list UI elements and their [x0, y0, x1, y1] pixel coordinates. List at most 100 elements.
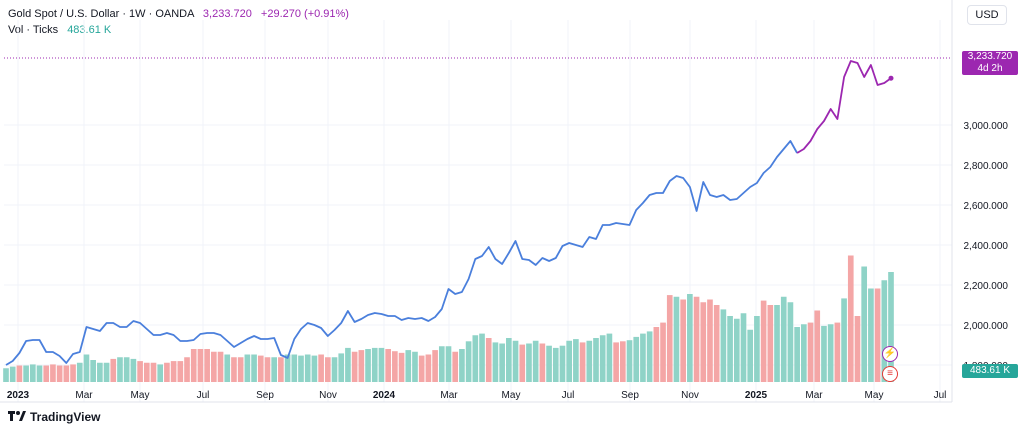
y-tick-label: 2,200.000	[964, 281, 1009, 292]
us-flag-icon[interactable]: ≡	[882, 366, 898, 382]
last-volume-tag: 483.61 K	[962, 364, 1018, 378]
volume-bar	[97, 362, 103, 382]
y-tick-label: 2,400.000	[964, 241, 1009, 252]
volume-bar	[345, 347, 351, 382]
volume-bar	[237, 357, 244, 382]
volume-bar	[653, 327, 660, 382]
volume-bar	[566, 340, 573, 382]
volume-bar	[673, 296, 680, 382]
volume-bar	[438, 346, 445, 382]
legend-price: 3,233.720	[202, 8, 252, 20]
volume-bar	[552, 347, 559, 382]
volume-bar	[83, 354, 90, 382]
price-line-series	[5, 140, 798, 366]
volume-bar	[418, 355, 425, 382]
volume-bar	[807, 322, 814, 382]
bar-countdown: 4d 2h	[977, 63, 1003, 74]
volume-bar	[103, 362, 110, 382]
x-tick-label: Mar	[440, 390, 458, 401]
volume-bar	[492, 342, 499, 382]
last-price-value: 3,233.720	[967, 51, 1013, 62]
volume-bar	[143, 362, 150, 382]
volume-bar	[271, 357, 278, 382]
volume-bar	[385, 349, 391, 382]
legend-change: +29.270 (+0.91%)	[260, 8, 349, 20]
volume-bar	[23, 365, 29, 382]
volume-bar	[526, 343, 532, 382]
volume-bar	[197, 349, 204, 382]
volume-bar	[693, 296, 700, 382]
volume-bar	[371, 347, 378, 382]
volume-bar	[700, 302, 707, 382]
volume-bar	[814, 310, 821, 382]
x-tick-label: Sep	[256, 390, 274, 401]
x-tick-label: Jul	[934, 390, 947, 401]
legend-symbol-row: Gold Spot / U.S. Dollar · 1W · OANDA 3,2…	[8, 6, 349, 22]
volume-bar	[425, 354, 432, 382]
volume-bar	[760, 300, 767, 382]
volume-bar	[888, 272, 894, 382]
volume-bar	[365, 349, 371, 382]
volume-bar	[177, 361, 184, 382]
volume-bar	[284, 354, 291, 382]
volume-bar	[707, 299, 713, 382]
volume-bar	[3, 368, 9, 382]
volume-bar	[9, 366, 16, 382]
x-tick-label: Nov	[319, 390, 337, 401]
volume-bar	[874, 288, 881, 382]
volume-bar	[767, 305, 774, 382]
volume-bar	[318, 354, 324, 382]
lightning-icon[interactable]: ⚡	[882, 346, 898, 362]
volume-bar	[224, 354, 231, 382]
volume-bar	[56, 365, 63, 382]
tradingview-logo[interactable]: TradingView	[8, 410, 100, 424]
price-line-series-recent	[796, 60, 892, 154]
volume-bar	[170, 361, 177, 382]
x-tick-label: May	[865, 390, 884, 401]
volume-bar	[432, 350, 438, 382]
volume-bar	[519, 344, 526, 382]
volume-bar	[445, 346, 452, 382]
last-price-point	[888, 75, 894, 81]
volume-bar	[687, 294, 693, 382]
volume-bar	[211, 351, 217, 382]
symbol-title[interactable]: Gold Spot / U.S. Dollar · 1W · OANDA	[8, 8, 194, 20]
volume-bar	[613, 342, 619, 382]
volume-bar	[593, 338, 599, 382]
volume-bar	[626, 340, 633, 382]
x-tick-label: Jul	[562, 390, 575, 401]
volume-bar	[727, 316, 733, 382]
volume-bar	[123, 357, 130, 382]
volume-bar	[204, 349, 210, 382]
volume-bar	[164, 362, 170, 382]
volume-bar	[881, 280, 888, 382]
volume-bar	[680, 299, 686, 382]
volume-bar	[358, 350, 365, 382]
volume-bar	[304, 354, 311, 382]
volume-indicator-title[interactable]: Vol · Ticks	[8, 24, 59, 36]
volume-bar	[573, 339, 579, 382]
volume-bar	[291, 354, 298, 382]
volume-bar	[257, 355, 264, 382]
volume-bar	[801, 324, 807, 382]
volume-bar	[821, 325, 827, 382]
volume-bar	[459, 349, 465, 382]
volume-bar	[331, 357, 338, 382]
volume-bar	[787, 302, 794, 382]
volume-bar	[278, 357, 284, 382]
volume-bar	[854, 316, 861, 382]
volume-bar	[190, 349, 197, 382]
y-tick-label: 2,000.000	[964, 321, 1009, 332]
volume-bar	[76, 362, 83, 382]
volume-bar	[465, 341, 472, 382]
currency-button[interactable]: USD	[967, 5, 1007, 25]
x-tick-label: Mar	[75, 390, 93, 401]
volume-bar	[150, 362, 157, 382]
volume-bar	[720, 309, 727, 382]
volume-bar	[512, 340, 519, 382]
volume-bar	[733, 318, 740, 382]
volume-bar	[834, 322, 841, 382]
volume-bar	[599, 335, 606, 382]
volume-bar	[660, 322, 666, 382]
